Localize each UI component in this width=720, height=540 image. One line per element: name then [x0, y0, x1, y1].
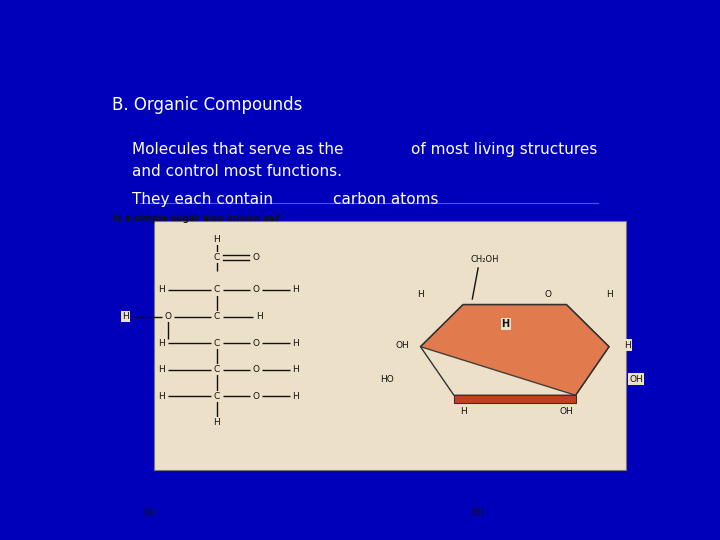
- Text: of most living structures: of most living structures: [411, 141, 597, 157]
- Text: C: C: [214, 392, 220, 401]
- Text: H: H: [158, 365, 166, 374]
- Text: O: O: [253, 365, 260, 374]
- Text: HO: HO: [380, 375, 394, 383]
- Text: and control most functions.: and control most functions.: [132, 164, 342, 179]
- Text: They each contain: They each contain: [132, 192, 273, 207]
- Text: H: H: [292, 392, 299, 401]
- Text: C: C: [214, 339, 220, 348]
- Text: H: H: [256, 312, 263, 321]
- Text: H: H: [292, 365, 299, 374]
- Text: C: C: [214, 365, 220, 374]
- Text: H: H: [459, 407, 467, 416]
- Text: H: H: [292, 286, 299, 294]
- Polygon shape: [454, 395, 575, 403]
- Text: Is a simple sugar also known as?: Is a simple sugar also known as?: [113, 214, 280, 223]
- Text: C: C: [214, 312, 220, 321]
- Text: (b): (b): [472, 507, 485, 517]
- Text: H: H: [158, 286, 166, 294]
- Text: O: O: [545, 291, 552, 299]
- Text: C: C: [214, 286, 220, 294]
- Polygon shape: [420, 305, 609, 395]
- Text: H: H: [292, 339, 299, 348]
- Text: B. Organic Compounds: B. Organic Compounds: [112, 96, 302, 114]
- Text: H: H: [624, 341, 631, 349]
- Text: O: O: [253, 392, 260, 401]
- Text: O: O: [253, 253, 260, 262]
- Text: OH: OH: [629, 375, 643, 383]
- Text: O: O: [164, 312, 171, 321]
- Text: H: H: [417, 291, 424, 299]
- Text: H: H: [122, 312, 129, 321]
- Text: OH: OH: [395, 341, 409, 349]
- Text: carbon atoms: carbon atoms: [333, 192, 438, 207]
- Text: CH₂OH: CH₂OH: [470, 255, 498, 264]
- Text: H: H: [502, 319, 510, 329]
- Text: H: H: [213, 235, 220, 244]
- Text: H: H: [158, 339, 166, 348]
- Text: H: H: [606, 291, 613, 299]
- FancyBboxPatch shape: [154, 221, 626, 470]
- Text: (a): (a): [143, 507, 156, 517]
- Text: Molecules that serve as the: Molecules that serve as the: [132, 141, 343, 157]
- Text: O: O: [253, 339, 260, 348]
- Text: H: H: [158, 392, 166, 401]
- Text: O: O: [253, 286, 260, 294]
- Text: OH: OH: [559, 407, 573, 416]
- Text: H: H: [213, 418, 220, 427]
- Text: C: C: [214, 253, 220, 262]
